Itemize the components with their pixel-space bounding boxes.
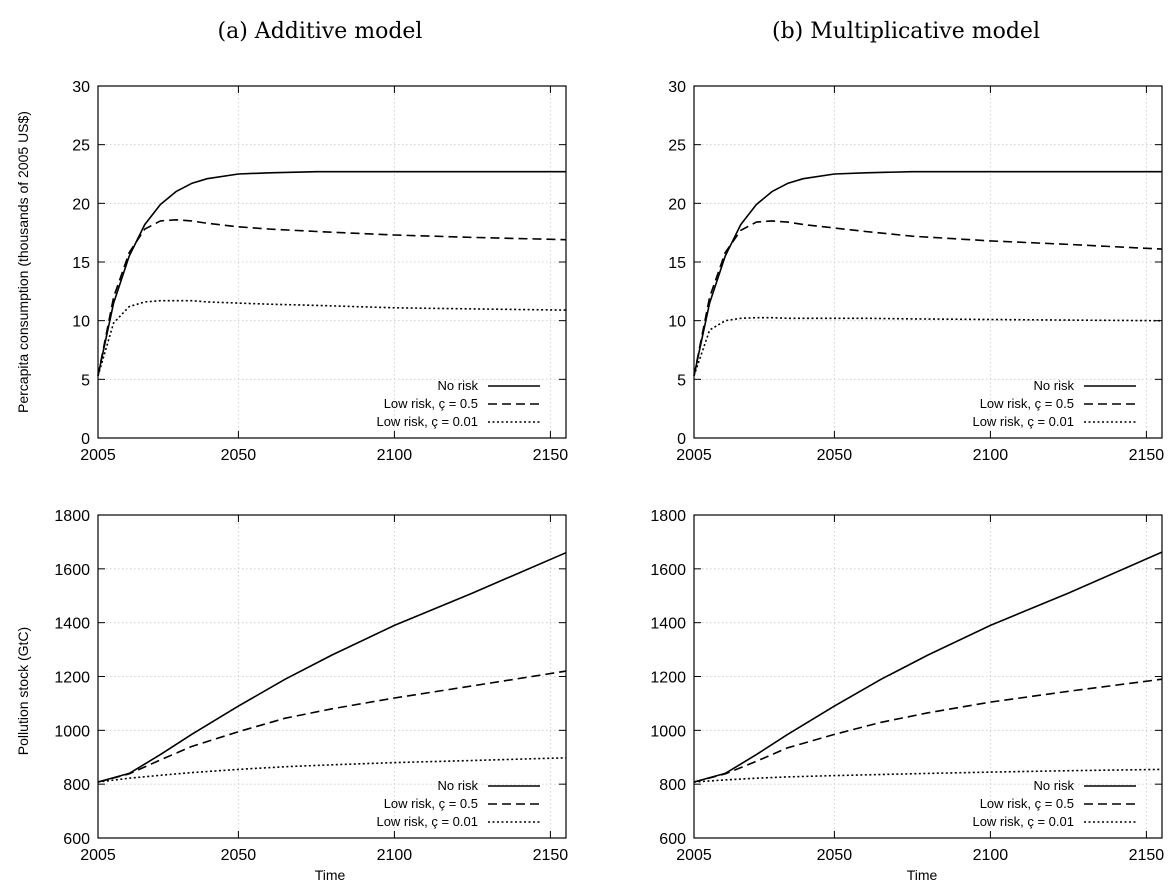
legend-label: Low risk, ç = 0.5 bbox=[384, 796, 478, 811]
y-tick-label: 5 bbox=[677, 372, 686, 389]
y-tick-label: 1800 bbox=[650, 508, 686, 525]
series-line-2 bbox=[97, 757, 567, 783]
legend-label: Low risk, ç = 0.01 bbox=[376, 414, 478, 429]
x-tick-label: 2150 bbox=[1129, 447, 1165, 464]
y-tick-label: 0 bbox=[677, 431, 686, 448]
x-tick-label: 2050 bbox=[221, 847, 257, 864]
y-tick-label: 25 bbox=[668, 138, 686, 155]
y-tick-label: 30 bbox=[72, 79, 90, 96]
x-tick-label: 2005 bbox=[80, 447, 116, 464]
chart-panel-3: 600 800 1000 1200 1400 1600 1800 2005 2050 2100 21… bbox=[650, 508, 1164, 864]
y-tick-label: 600 bbox=[659, 831, 686, 848]
x-tick-label: 2150 bbox=[1129, 847, 1165, 864]
plot-frame bbox=[97, 85, 567, 439]
y-tick-label: 1400 bbox=[54, 616, 90, 633]
x-tick-label: 2005 bbox=[80, 847, 116, 864]
y-tick-label: 1800 bbox=[54, 508, 90, 525]
panel-b-title: (b) Multiplicative model bbox=[772, 19, 1040, 44]
series-line-1 bbox=[97, 219, 567, 376]
series-line-1 bbox=[97, 670, 567, 783]
x-tick-label: 2100 bbox=[973, 847, 1009, 864]
y-tick-label: 1200 bbox=[54, 670, 90, 687]
series-line-2 bbox=[693, 316, 1163, 377]
y-tick-label: 1200 bbox=[650, 670, 686, 687]
plot-frame bbox=[693, 514, 1163, 839]
y-tick-label: 20 bbox=[72, 196, 90, 213]
series-line-0 bbox=[693, 170, 1162, 376]
y-tick-label: 10 bbox=[668, 314, 686, 331]
series-line-2 bbox=[693, 768, 1163, 783]
y-tick-label: 0 bbox=[81, 431, 90, 448]
series-line-0 bbox=[97, 551, 567, 783]
legend-label: No risk bbox=[1034, 778, 1075, 793]
legend-label: No risk bbox=[1034, 378, 1075, 393]
x-tick-label: 2100 bbox=[377, 847, 413, 864]
series-line-2 bbox=[97, 299, 567, 377]
series-line-1 bbox=[693, 678, 1163, 783]
x-tick-label: 2005 bbox=[676, 847, 712, 864]
y-tick-label: 600 bbox=[63, 831, 90, 848]
y-tick-label: 1000 bbox=[54, 723, 90, 740]
consumption-ylabel: Percapita consumption (thousands of 2005… bbox=[15, 111, 31, 413]
x-axis-label-right: Time bbox=[907, 867, 938, 883]
x-tick-label: 2100 bbox=[377, 447, 413, 464]
y-tick-label: 20 bbox=[668, 196, 686, 213]
x-tick-label: 2100 bbox=[973, 447, 1009, 464]
legend-label: Low risk, ç = 0.5 bbox=[384, 396, 478, 411]
plot-frame bbox=[693, 85, 1163, 439]
y-tick-label: 800 bbox=[63, 777, 90, 794]
x-tick-label: 2150 bbox=[533, 447, 569, 464]
panel-a-title: (a) Additive model bbox=[218, 19, 423, 44]
legend-label: Low risk, ç = 0.01 bbox=[376, 814, 478, 829]
legend-label: Low risk, ç = 0.01 bbox=[972, 814, 1074, 829]
x-tick-label: 2050 bbox=[817, 847, 853, 864]
series-line-0 bbox=[693, 551, 1163, 783]
legend-label: Low risk, ç = 0.5 bbox=[980, 796, 1074, 811]
y-tick-label: 10 bbox=[72, 314, 90, 331]
series-line-1 bbox=[693, 220, 1163, 376]
y-tick-label: 5 bbox=[81, 372, 90, 389]
x-axis-label-left: Time bbox=[315, 867, 346, 883]
y-tick-label: 1400 bbox=[650, 616, 686, 633]
legend-label: No risk bbox=[438, 778, 479, 793]
x-tick-label: 2050 bbox=[221, 447, 257, 464]
y-tick-label: 25 bbox=[72, 138, 90, 155]
pollution-ylabel: Pollution stock (GtC) bbox=[15, 627, 31, 755]
legend-label: Low risk, ç = 0.01 bbox=[972, 414, 1074, 429]
x-tick-label: 2050 bbox=[817, 447, 853, 464]
legend-label: Low risk, ç = 0.5 bbox=[980, 396, 1074, 411]
y-tick-label: 1600 bbox=[54, 562, 90, 579]
y-tick-label: 15 bbox=[668, 255, 686, 272]
y-tick-label: 15 bbox=[72, 255, 90, 272]
x-tick-label: 2005 bbox=[676, 447, 712, 464]
chart-panel-1: 0 5 10 15 20 25 30 2005 2050 2100 2150 No risk Low r… bbox=[668, 79, 1164, 464]
y-tick-label: 800 bbox=[659, 777, 686, 794]
plot-frame bbox=[97, 514, 567, 839]
x-tick-label: 2150 bbox=[533, 847, 569, 864]
y-tick-label: 1000 bbox=[650, 723, 686, 740]
y-tick-label: 30 bbox=[668, 79, 686, 96]
chart-panel-2: 600 800 1000 1200 1400 1600 1800 2005 2050 2100 21… bbox=[54, 508, 568, 864]
chart-panel-0: 0 5 10 15 20 25 30 2005 2050 2100 2150 No risk Low r… bbox=[72, 79, 568, 464]
legend-label: No risk bbox=[438, 378, 479, 393]
series-line-0 bbox=[97, 170, 566, 376]
y-tick-label: 1600 bbox=[650, 562, 686, 579]
